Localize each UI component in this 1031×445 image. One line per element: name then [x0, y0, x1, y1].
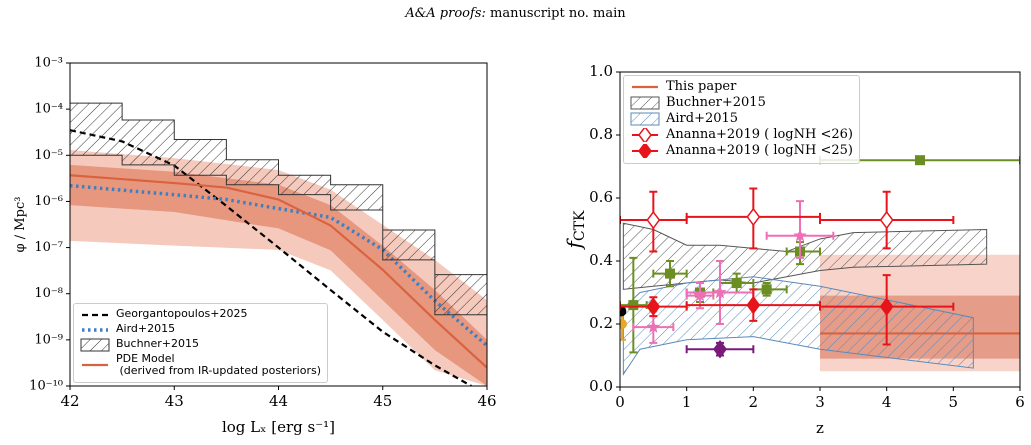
legend-label: Ananna+2019 ( logNH <26) [666, 126, 853, 142]
legend-entry: Georgantopoulos+2025 [80, 308, 321, 322]
y-tick-label: 10⁻⁷ [34, 240, 63, 255]
y-axis-label-sub: CTK [572, 210, 588, 241]
x-tick-label: 46 [477, 392, 496, 410]
marker [628, 300, 639, 311]
legend-entry: Aird+2015 [80, 323, 321, 337]
y-tick-label: 0.6 [589, 188, 613, 206]
legend-swatch [632, 86, 658, 89]
x-tick-label: 0 [615, 393, 625, 411]
marker [746, 295, 761, 315]
x-tick-label: 2 [749, 393, 759, 411]
legend-swatch [630, 96, 660, 110]
x-axis-label: z [816, 419, 824, 437]
marker [646, 210, 661, 230]
plot-area [70, 102, 487, 386]
swatch-hatch [80, 338, 110, 352]
legend-label: Aird+2015 [116, 322, 176, 336]
marker [915, 155, 925, 166]
marker [731, 278, 742, 289]
legend-entry: Aird+2015 [630, 110, 853, 127]
legend-swatch [82, 364, 108, 367]
y-axis-label-text: φ / Mpc³ [13, 197, 28, 253]
legend-entry: Buchner+2015 [630, 94, 853, 111]
y-tick-label: 0.0 [589, 377, 613, 395]
legend-label: Georgantopoulos+2025 [116, 307, 248, 321]
swatch-hatch [630, 96, 660, 110]
x-tick-label: 43 [165, 392, 184, 410]
legend-swatch [630, 112, 660, 126]
x-tick-label: 44 [269, 392, 288, 410]
x-tick-label: 1 [682, 393, 692, 411]
marker [646, 297, 661, 316]
x-axis-label: log Lₓ [erg s⁻¹] [222, 418, 335, 436]
marker [761, 284, 772, 295]
legend: Georgantopoulos+2025 Aird+2015 Buchner+201… [73, 302, 328, 383]
legend-entry: Buchner+2015 [80, 338, 321, 352]
y-tick-label: 10⁻⁹ [34, 332, 63, 347]
legend-label: Ananna+2019 ( logNH <25) [666, 142, 853, 158]
legend-entry: Ananna+2019 ( logNH <25) [630, 142, 853, 159]
marker [713, 285, 727, 299]
marker [713, 339, 727, 359]
legend-entry: This paper [630, 79, 853, 95]
legend-swatch [82, 327, 108, 332]
x-tick-label: 3 [815, 393, 825, 411]
y-tick-label: 10⁻⁴ [34, 102, 63, 117]
legend-swatch [82, 313, 108, 316]
y-axis-label: fCTK [562, 210, 589, 250]
plot-area [620, 155, 1020, 377]
marker [793, 228, 807, 242]
legend-entry: Ananna+2019 ( logNH <26) [630, 126, 853, 143]
band [70, 164, 487, 386]
marker [693, 288, 707, 302]
x-tick-label: 6 [1015, 393, 1025, 411]
y-tick-label: 10⁻⁶ [34, 194, 63, 209]
legend-label: Buchner+2015 [116, 337, 200, 351]
marker [665, 268, 675, 279]
marker [620, 319, 627, 329]
legend-label: PDE Model (derived from IR-updated poste… [116, 351, 321, 378]
legend-label: Buchner+2015 [666, 94, 766, 110]
step-band [70, 102, 487, 316]
legend-label: Aird+2015 [666, 110, 739, 126]
x-tick-label: 5 [949, 393, 959, 411]
y-axis-label: φ / Mpc³ [13, 197, 28, 253]
header-text: manuscript no. main [490, 6, 626, 21]
y-tick-label: 10⁻⁵ [34, 148, 63, 163]
marker [620, 306, 627, 317]
swatch-marker [638, 128, 652, 143]
legend-swatch [632, 128, 658, 143]
header: A&A proofs: manuscript no. main [0, 6, 1031, 21]
journal: A&A proofs: [405, 6, 486, 21]
marker [879, 297, 894, 316]
y-tick-label: 0.8 [589, 125, 613, 143]
y-tick-label: 0.4 [589, 251, 613, 269]
legend-label: This paper [666, 79, 737, 94]
y-tick-label: 10⁻⁸ [34, 286, 63, 301]
legend-swatch [632, 144, 658, 159]
legend: This paper Buchner+2015 Aird+2015 Ananna+20… [623, 75, 860, 164]
x-tick-label: 45 [373, 392, 392, 410]
x-tick-label: 42 [60, 392, 79, 410]
marker [746, 207, 761, 227]
swatch-marker [638, 144, 652, 159]
y-tick-label: 1.0 [589, 62, 613, 80]
y-tick-label: 0.2 [589, 314, 613, 332]
marker [879, 210, 894, 230]
legend-swatch [80, 338, 110, 352]
marker [646, 320, 660, 333]
line [70, 174, 487, 369]
y-tick-label: 10⁻³ [34, 56, 63, 71]
swatch-hatch [630, 112, 660, 126]
x-tick-label: 4 [882, 393, 892, 411]
y-tick-label: 10⁻¹⁰ [29, 379, 63, 394]
legend-entry: PDE Model (derived from IR-updated poste… [80, 351, 321, 378]
